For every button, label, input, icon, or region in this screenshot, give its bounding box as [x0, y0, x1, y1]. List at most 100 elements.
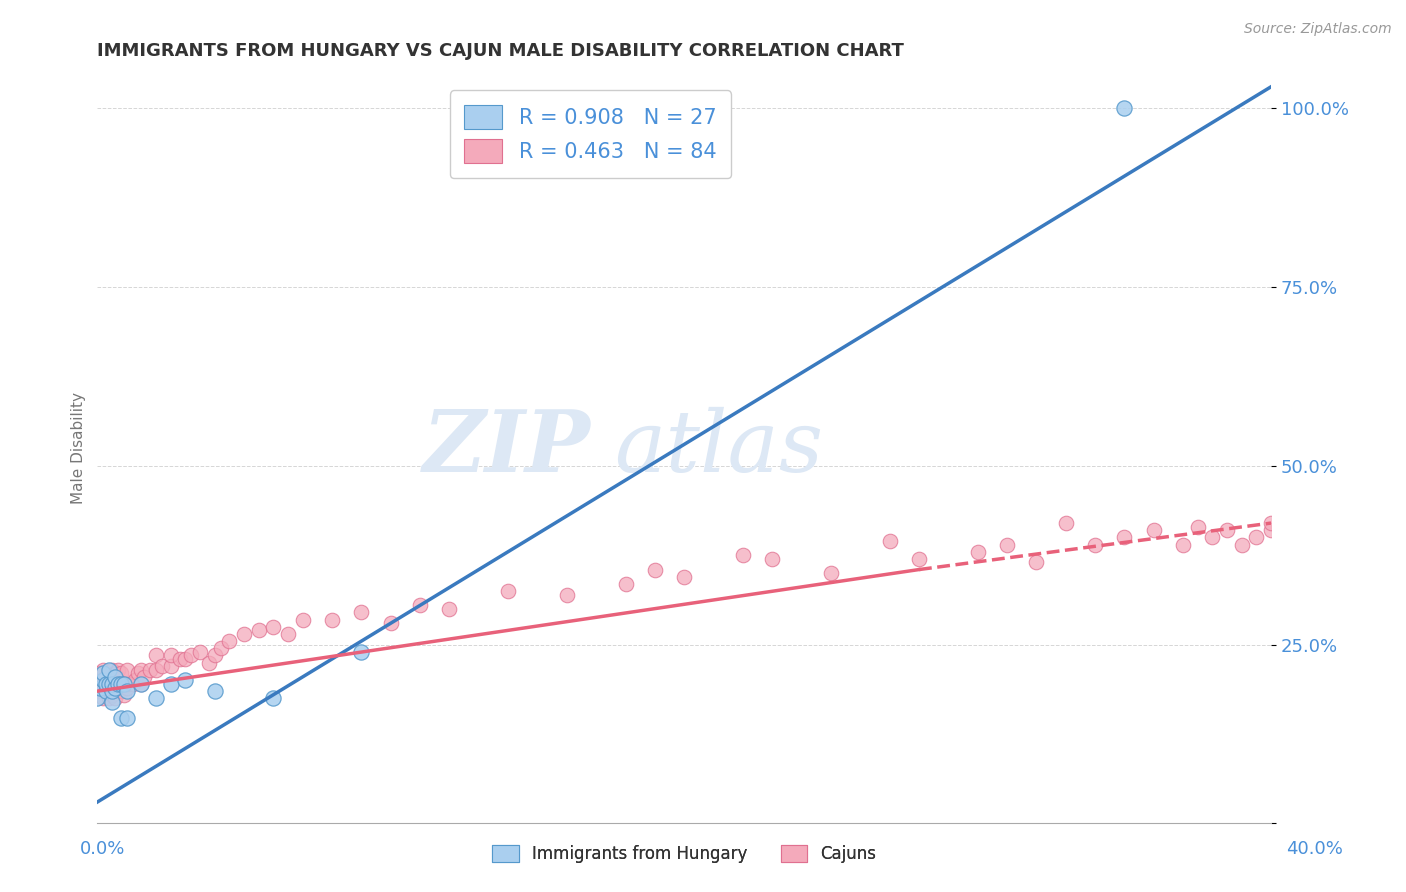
Point [91, 681, 114, 695]
Point [104, 677, 127, 691]
Point [96, 677, 118, 691]
Point [159, 648, 181, 663]
Point [209, 641, 232, 656]
Point [409, 599, 432, 613]
Point [115, 677, 138, 691]
Point [150, 659, 173, 673]
Text: 0.0%: 0.0% [80, 840, 125, 858]
Point [131, 677, 153, 691]
Point [1201, 530, 1223, 544]
Point [91, 663, 114, 677]
Point [86, 691, 108, 706]
Point [1260, 516, 1282, 530]
Point [112, 688, 135, 702]
Point [350, 606, 373, 620]
Point [107, 684, 129, 698]
Point [820, 566, 842, 581]
Point [110, 666, 132, 681]
Point [127, 666, 149, 681]
Point [101, 688, 124, 702]
Point [204, 684, 226, 698]
Point [101, 681, 124, 695]
Point [966, 544, 988, 558]
Point [104, 681, 127, 695]
Point [107, 677, 129, 691]
Point [115, 711, 138, 725]
Point [204, 648, 226, 663]
Point [180, 648, 202, 663]
Point [101, 677, 124, 691]
Point [350, 645, 373, 659]
Point [101, 695, 124, 709]
Point [110, 711, 132, 725]
Point [1114, 101, 1136, 115]
Point [1246, 530, 1268, 544]
Point [1187, 519, 1209, 533]
Point [1114, 530, 1136, 544]
Point [112, 677, 135, 691]
Point [380, 616, 402, 631]
Point [1230, 537, 1253, 551]
Point [96, 670, 118, 684]
Point [104, 691, 127, 706]
Point [98, 684, 121, 698]
Point [121, 677, 143, 691]
Point [995, 537, 1018, 551]
Point [1260, 523, 1282, 537]
Point [115, 684, 138, 698]
Point [115, 681, 138, 695]
Point [673, 570, 696, 584]
Point [89, 681, 111, 695]
Point [101, 684, 124, 698]
Legend: Immigrants from Hungary, Cajuns: Immigrants from Hungary, Cajuns [484, 837, 884, 871]
Point [159, 677, 181, 691]
Point [1143, 523, 1166, 537]
Point [174, 652, 197, 666]
Text: ZIP: ZIP [422, 406, 591, 490]
Point [115, 663, 138, 677]
Text: Source: ZipAtlas.com: Source: ZipAtlas.com [1244, 22, 1392, 37]
Point [198, 656, 221, 670]
Point [86, 684, 108, 698]
Point [91, 691, 114, 706]
Point [107, 677, 129, 691]
Point [644, 563, 666, 577]
Point [908, 551, 931, 566]
Point [101, 663, 124, 677]
Point [101, 677, 124, 691]
Point [1025, 555, 1047, 569]
Point [112, 677, 135, 691]
Point [1216, 523, 1239, 537]
Point [321, 613, 343, 627]
Point [131, 663, 153, 677]
Point [614, 577, 637, 591]
Point [188, 645, 211, 659]
Point [98, 691, 121, 706]
Point [262, 620, 284, 634]
Point [110, 684, 132, 698]
Point [233, 627, 256, 641]
Point [262, 691, 284, 706]
Point [124, 673, 146, 688]
Point [439, 602, 461, 616]
Point [555, 588, 578, 602]
Point [104, 666, 127, 681]
Point [879, 533, 901, 548]
Point [1171, 537, 1194, 551]
Point [159, 659, 181, 673]
Point [277, 627, 299, 641]
Text: IMMIGRANTS FROM HUNGARY VS CAJUN MALE DISABILITY CORRELATION CHART: IMMIGRANTS FROM HUNGARY VS CAJUN MALE DI… [97, 42, 904, 60]
Point [131, 677, 153, 691]
Point [89, 666, 111, 681]
Point [247, 624, 270, 638]
Point [761, 551, 783, 566]
Point [96, 684, 118, 698]
Point [731, 548, 754, 562]
Text: 40.0%: 40.0% [1286, 840, 1343, 858]
Point [145, 648, 167, 663]
Point [110, 677, 132, 691]
Point [98, 677, 121, 691]
Point [496, 584, 519, 599]
Y-axis label: Male Disability: Male Disability [72, 392, 86, 504]
Point [107, 663, 129, 677]
